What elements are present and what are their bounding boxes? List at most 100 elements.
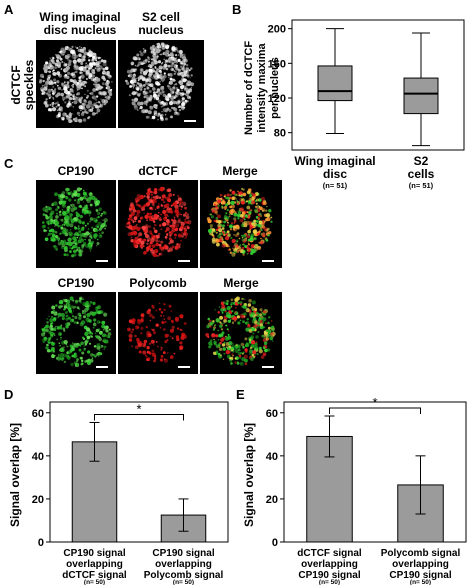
- speckle: [186, 225, 189, 228]
- speckle: [251, 338, 253, 341]
- speckle: [218, 306, 221, 308]
- speckle: [73, 192, 78, 197]
- c2-cp190-image: [36, 292, 116, 374]
- speckle: [72, 310, 75, 312]
- speckle: [163, 318, 165, 320]
- speckle: [231, 349, 234, 352]
- speckle: [185, 215, 190, 220]
- speckle: [238, 237, 241, 240]
- speckle: [46, 210, 49, 213]
- speckle: [243, 354, 248, 359]
- speckle: [83, 232, 86, 236]
- speckle: [75, 213, 80, 218]
- speckle: [167, 215, 169, 217]
- speckle: [64, 246, 68, 251]
- speckle: [48, 337, 52, 340]
- speckle: [131, 225, 137, 231]
- speckle: [229, 251, 232, 255]
- speckle: [175, 335, 180, 339]
- speckle: [181, 99, 184, 103]
- speckle: [136, 77, 138, 80]
- speckle: [146, 195, 150, 199]
- speckle: [216, 213, 218, 215]
- speckle: [84, 224, 87, 227]
- speckle: [57, 239, 60, 242]
- speckle: [92, 71, 96, 75]
- speckle: [133, 98, 138, 103]
- speckle: [69, 296, 74, 301]
- speckle: [142, 245, 145, 248]
- speckle: [169, 73, 173, 77]
- speckle: [95, 198, 98, 201]
- speckle: [84, 313, 87, 316]
- speckle: [156, 234, 160, 239]
- speckle: [52, 70, 54, 72]
- speckle: [164, 213, 167, 217]
- bar-category-label: CP190 signal: [63, 548, 125, 559]
- speckle: [260, 315, 263, 319]
- panel-a-col2-line1: S2 cell: [141, 10, 181, 24]
- speckle: [99, 331, 103, 335]
- speckle: [230, 200, 235, 205]
- speckle: [72, 79, 77, 84]
- speckle: [103, 99, 109, 104]
- b-ytick-label: 120: [268, 93, 286, 105]
- speckle: [42, 80, 45, 83]
- speckle: [234, 348, 239, 353]
- speckle: [68, 309, 72, 313]
- speckle: [62, 200, 66, 205]
- speckle: [259, 308, 263, 312]
- speckle: [143, 100, 148, 105]
- speckle: [223, 352, 226, 355]
- speckle: [60, 226, 64, 230]
- speckle: [170, 90, 174, 95]
- speckle: [74, 46, 77, 48]
- speckle: [153, 188, 158, 192]
- speckle: [139, 108, 141, 110]
- speckle: [92, 301, 96, 305]
- speckle: [143, 95, 147, 98]
- speckle: [155, 340, 158, 343]
- speckle: [48, 76, 50, 79]
- speckle: [174, 227, 178, 232]
- speckle: [154, 357, 157, 360]
- speckle: [84, 321, 86, 323]
- speckle: [43, 63, 48, 68]
- speckle: [245, 307, 248, 310]
- speckle: [166, 207, 170, 211]
- speckle: [246, 342, 248, 344]
- speckle: [178, 105, 181, 108]
- speckle: [85, 244, 89, 248]
- bar-category-label: Polycomb signal: [381, 548, 461, 559]
- speckle: [70, 72, 74, 76]
- speckle: [56, 80, 60, 84]
- speckle: [81, 238, 84, 242]
- speckle: [165, 52, 170, 57]
- speckle: [50, 315, 54, 319]
- speckle: [171, 232, 174, 235]
- speckle: [55, 215, 59, 219]
- speckle: [153, 113, 155, 115]
- speckle: [175, 225, 178, 229]
- speckle: [97, 221, 102, 226]
- speckle: [91, 69, 95, 73]
- speckle: [102, 219, 104, 221]
- speckle: [84, 343, 87, 346]
- speckle: [135, 203, 139, 206]
- speckle: [219, 315, 223, 320]
- speckle: [62, 96, 66, 101]
- speckle: [149, 64, 153, 68]
- speckle: [251, 222, 255, 226]
- speckle: [144, 49, 147, 52]
- speckle: [132, 75, 135, 78]
- speckle: [65, 303, 68, 305]
- speckle: [74, 226, 76, 228]
- speckle: [259, 325, 264, 330]
- speckle: [83, 315, 86, 319]
- speckle: [108, 335, 111, 339]
- speckle: [95, 209, 99, 212]
- speckle: [139, 233, 142, 235]
- speckle: [139, 105, 143, 110]
- speckle: [160, 70, 162, 72]
- b-ytick-label: 80: [274, 128, 286, 140]
